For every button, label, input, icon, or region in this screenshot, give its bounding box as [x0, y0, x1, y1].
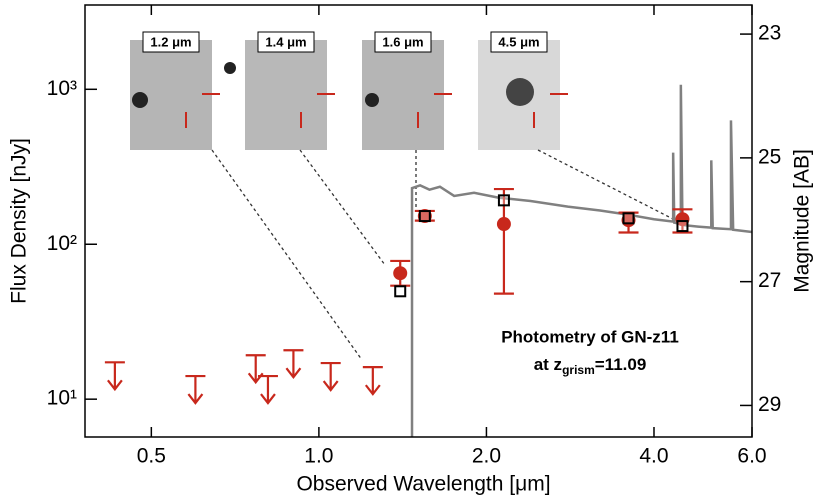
inset-label-box [490, 31, 548, 53]
detection-point [393, 266, 408, 281]
model-point [497, 194, 510, 207]
x-axis-label: Observed Wavelength [μm] [296, 473, 550, 496]
inset-label: 1.6 μm [382, 34, 423, 49]
inset-label: 1.4 μm [265, 34, 306, 49]
annotation: Photometry of GN-z11 [501, 327, 679, 346]
inset-source [132, 92, 148, 108]
connector [299, 149, 386, 266]
inset-source [506, 78, 534, 106]
y2-tick-label: 23 [758, 22, 781, 45]
annotation-text: at z [534, 355, 562, 374]
x-tick-label: 2.0 [472, 445, 501, 468]
y-axis-label: Flux Density [nJy] [8, 138, 31, 304]
model-point [676, 220, 689, 233]
model-point [394, 285, 407, 298]
model-point [622, 212, 635, 225]
inset-source [365, 93, 379, 107]
y2-tick-label: 27 [758, 269, 781, 292]
inset-label-box [142, 31, 200, 53]
upper-limit [320, 361, 341, 392]
y2-tick-label: 29 [758, 393, 781, 416]
annotation-text: =11.09 [595, 355, 647, 374]
upper-limit [245, 354, 266, 385]
inset-source [224, 62, 236, 74]
detection-point [417, 209, 432, 224]
x-tick-label: 1.0 [304, 445, 333, 468]
plot-data [104, 84, 752, 437]
inset-label: 4.5 μm [498, 34, 539, 49]
detection-point [496, 217, 511, 232]
upper-limit [104, 361, 125, 392]
upper-limit-arrow [362, 366, 383, 396]
y2-axis-label: Magnitude [AB] [791, 149, 814, 293]
annotation-subscript: grism [562, 363, 595, 377]
upper-limit-arrow [104, 361, 125, 392]
upper-limit-arrow [185, 374, 206, 405]
x-tick-label: 6.0 [737, 445, 766, 468]
upper-limit-arrow [283, 349, 304, 380]
upper-limit [185, 374, 206, 405]
upper-limit [362, 366, 383, 396]
plot-frame [84, 4, 753, 438]
y-tick-label: 10² [47, 232, 77, 255]
upper-limit-arrow [245, 354, 266, 385]
upper-limit [283, 349, 304, 380]
inset-image [245, 40, 327, 150]
y-tick-label: 10¹ [47, 387, 77, 410]
x-tick-label: 0.5 [137, 445, 166, 468]
model-spectrum [410, 84, 752, 437]
upper-limit [257, 374, 278, 405]
y2-tick-label: 25 [758, 145, 781, 168]
connector [211, 149, 363, 361]
upper-limit-arrow [320, 361, 341, 392]
y-tick-label: 10³ [47, 77, 77, 100]
inset-label: 1.2 μm [150, 34, 191, 49]
x-tick-label: 4.0 [639, 445, 668, 468]
detection-point [675, 212, 690, 227]
inset-label-box [374, 31, 432, 53]
upper-limit-arrow [257, 374, 278, 405]
insets: 1.2 μm 1.4 μm 1.6 μm 4.5 μm [130, 31, 676, 361]
inset-label-box [257, 31, 315, 53]
model-point [418, 210, 431, 223]
error-bar [493, 187, 514, 295]
annotation: at zgrism=11.09 [534, 355, 647, 377]
connector [537, 149, 676, 221]
